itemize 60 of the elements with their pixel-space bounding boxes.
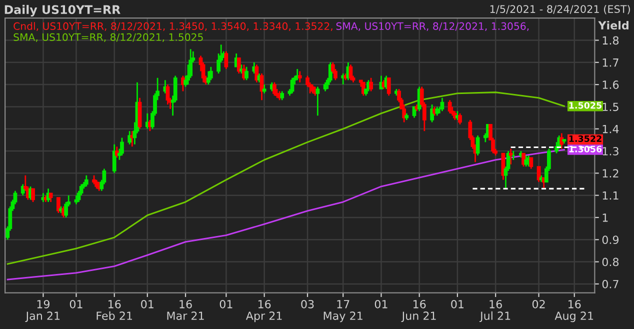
candlestick (458, 112, 462, 126)
x-tick-label: 01 (374, 300, 388, 308)
x-tick-label: 01 (70, 300, 82, 308)
candlestick (84, 174, 88, 188)
candlestick (348, 64, 353, 81)
y-tick-label: 0.7 (602, 280, 618, 288)
x-tick-label: 16 Aug 21 (554, 300, 594, 322)
candlestick (448, 99, 452, 114)
y-tick-label: 0.9 (602, 236, 619, 244)
y-tick-label: 1.5 (602, 102, 618, 112)
candlestick (529, 156, 534, 170)
candlestick (31, 188, 35, 203)
x-tick-label: 01 (451, 300, 464, 308)
candlestick (128, 130, 132, 146)
text: SMA, US10YT=RR, 8/12/2021, 1.3056, (336, 22, 529, 31)
x-tick-label: 16 Apr 21 (246, 300, 282, 322)
y-tick-label: 1.7 (602, 58, 618, 67)
candlestick (508, 148, 513, 166)
y-tick-label: 1.6 (602, 80, 619, 89)
candlestick (524, 154, 528, 168)
x-tick-label: 01 (220, 300, 232, 308)
candlestick (224, 50, 228, 70)
y-tick-label: 0.8 (602, 258, 619, 266)
x-tick-label: 16 Jun 21 (401, 300, 436, 322)
candlestick (20, 184, 25, 196)
line-series (6, 149, 565, 280)
candlestick (244, 66, 248, 81)
y-tick-label: 1.8 (602, 36, 619, 45)
x-tick-label: 17 May 21 (324, 300, 362, 322)
candlestick (369, 77, 373, 92)
y-axis-title: Yield (598, 20, 628, 30)
chart-subtitle: 1/5/2021 - 8/24/2021 (EST) (490, 4, 630, 14)
x-tick-label: 16 Feb 21 (96, 300, 132, 320)
x-tick-label: 19 Jan 21 (25, 300, 60, 322)
chart-title: Daily US10YT=RR (4, 4, 120, 16)
candlestick (112, 144, 116, 174)
candlestick (236, 57, 241, 74)
x-tick-label: 01 (141, 300, 154, 308)
candlestick (272, 82, 276, 96)
y-tick-label: 1.3 (602, 146, 618, 156)
y-tick-label: 1.2 (602, 169, 618, 178)
text: Cndl, US10YT=RR, 8/12/2021, 1.3450, 1.3540, 1.3340, 1.3522, (14, 22, 332, 31)
candlestick (316, 86, 320, 116)
y-tick-label: 1.1 (602, 191, 618, 200)
candlestick (440, 97, 444, 112)
x-tick-label: 02 (532, 300, 545, 308)
text: SMA, US10YT=RR, 8/12/2021, 1.5025 (14, 33, 203, 42)
candlestick (290, 77, 294, 94)
candlestick (208, 66, 213, 81)
candlestick (298, 70, 302, 84)
data-label: 1.5025 (569, 102, 602, 109)
x-tick-label: 16 Jul 21 (479, 300, 510, 322)
candlestick (56, 196, 60, 214)
candlestick (120, 137, 124, 156)
y-tick-label: 1.4 (602, 124, 619, 134)
x-tick-label: 03 (301, 300, 314, 308)
x-tick-label: 16 Mar 21 (167, 300, 204, 320)
y-tick-label: 1 (602, 214, 608, 222)
text: 1.3522 (569, 135, 602, 142)
candlestick (386, 77, 391, 96)
